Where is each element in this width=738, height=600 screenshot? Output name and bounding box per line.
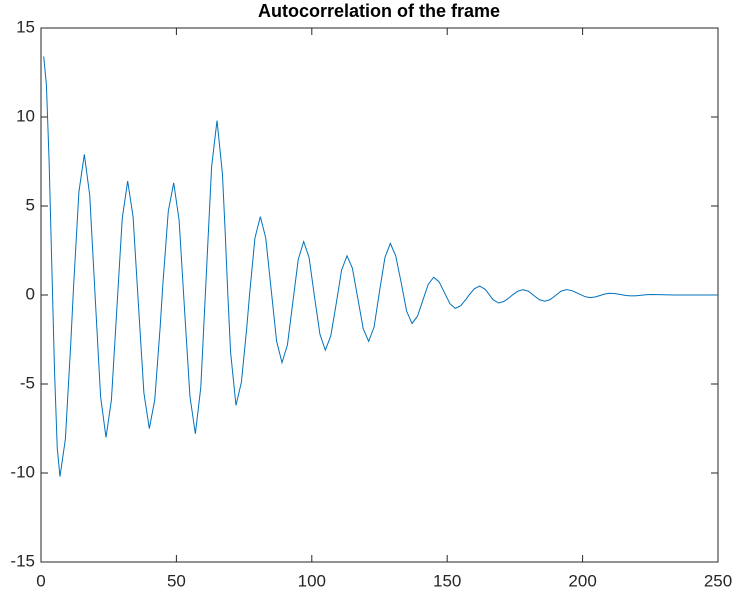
y-tick-label: -5	[20, 373, 35, 392]
x-tick-label: 50	[167, 571, 186, 590]
y-tick-label: 10	[16, 106, 35, 125]
y-tick-label: 15	[16, 17, 35, 36]
x-tick-label: 100	[298, 571, 326, 590]
x-tick-label: 150	[433, 571, 461, 590]
plot-area	[40, 27, 719, 563]
x-tick-label: 0	[36, 571, 45, 590]
x-tick-label: 200	[568, 571, 596, 590]
y-tick-label: 5	[26, 195, 35, 214]
x-tick-label: 250	[704, 571, 732, 590]
y-tick-label: 0	[26, 284, 35, 303]
line-series	[43, 56, 718, 477]
chart-title: Autocorrelation of the frame	[258, 1, 500, 21]
y-tick-label: -15	[10, 551, 35, 570]
y-tick-label: -10	[10, 462, 35, 481]
